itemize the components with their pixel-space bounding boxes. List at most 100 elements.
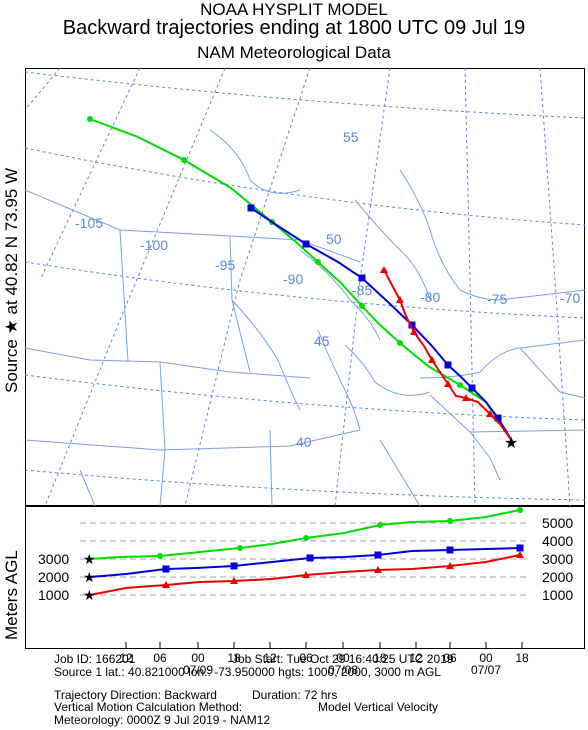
height-2000m-line (89, 547, 521, 578)
trajectory-3000m-marker (315, 259, 321, 265)
vertical-motion-value: Model Vertical Velocity (318, 700, 439, 714)
height-3000m-marker (447, 518, 453, 524)
height-2000m-marker (306, 554, 314, 562)
lon-label: -70 (560, 290, 580, 306)
height-1000m-marker (230, 577, 238, 584)
lon-label: -90 (283, 271, 303, 287)
trajectory-title: Backward trajectories ending at 1800 UTC… (62, 17, 526, 39)
height-1000m-marker (516, 551, 524, 558)
trajectory-1000m-marker (410, 328, 418, 335)
trajectory-1000m-marker (486, 410, 494, 417)
trajectory-2000m-marker (494, 414, 502, 422)
trajectory-2000m-marker (468, 384, 476, 392)
time-date-label: 07/07 (471, 663, 501, 677)
height-2000m-marker (516, 544, 524, 552)
height-3000m-marker (377, 522, 383, 528)
time-hour-label: 06 (443, 651, 457, 665)
height-3000m-marker (237, 545, 243, 551)
time-hour-label: 12 (119, 651, 133, 665)
source-star-height: ★ (83, 569, 96, 585)
lat-label: 55 (343, 129, 359, 145)
borders (25, 129, 585, 506)
map-background: 55 50 45 40 -105 -100 -95 -90 -85 -80 -7… (25, 68, 585, 506)
height-1000m-marker (374, 566, 382, 573)
time-hour-label: 12 (263, 651, 277, 665)
trajectory-2000m-marker (302, 240, 310, 248)
time-date-label: 07/09 (183, 663, 213, 677)
height-1000m-marker (446, 562, 454, 569)
height-tick-right: 2000 (542, 569, 573, 585)
time-hour-label: 18 (227, 651, 241, 665)
source-info: Source 1 lat.: 40.821000 lon.: -73.95000… (54, 665, 441, 679)
lon-label: -85 (352, 282, 372, 298)
height-1000m-marker (302, 571, 310, 578)
height-2000m-marker (230, 562, 238, 570)
time-hour-label: 18 (515, 651, 529, 665)
meteorology-title: NAM Meteorological Data (197, 43, 391, 62)
height-tick-right: 3000 (542, 551, 573, 567)
trajectory-3000m-marker (359, 303, 365, 309)
trajectory-2000m-marker (408, 321, 416, 329)
vertical-motion-method: Vertical Motion Calculation Method: (54, 700, 243, 714)
height-3000m-marker (303, 535, 309, 541)
lon-label: -80 (420, 289, 440, 305)
trajectory-1000m-marker (396, 296, 404, 303)
time-hour-label: 00 (191, 651, 205, 665)
trajectory-3000m-marker (457, 382, 463, 388)
model-title: NOAA HYSPLIT MODEL (200, 0, 388, 19)
trajectory-direction: Trajectory Direction: Backward (54, 688, 217, 702)
height-tick-right: 4000 (542, 533, 573, 549)
height-panel-frame (25, 506, 585, 649)
job-start: Job Start: Tue Oct 29 16:40:25 UTC 2019 (232, 652, 454, 666)
height-1000m-marker (162, 581, 170, 588)
height-tick-right: 5000 (542, 515, 573, 531)
trajectory-2000m-marker (247, 204, 255, 212)
trajectory-2000m-line (250, 207, 513, 442)
height-2000m-marker (446, 546, 454, 554)
height-3000m-line (89, 509, 521, 560)
time-hour-label: 06 (153, 651, 167, 665)
height-2000m-marker (374, 551, 382, 559)
trajectory-3000m-line (89, 118, 513, 442)
time-axis: 12 06 00 18 12 06 00 18 12 06 00 18 07/09 07/08 07/07 (119, 642, 529, 677)
map-frame (25, 68, 585, 506)
time-date-label: 07/08 (328, 663, 358, 677)
longitude-lines (25, 68, 571, 506)
height-2000m-marker (162, 565, 170, 573)
height-panel: ★ ★ ★ (80, 507, 530, 603)
trajectory-2000m-marker (444, 361, 452, 369)
trajectory-3000m-marker (87, 116, 93, 122)
source-star-height: ★ (83, 551, 96, 567)
trajectory-3000m-marker (397, 340, 403, 346)
height-3000m-marker (157, 553, 163, 559)
time-hour-label: 00 (479, 651, 493, 665)
height-tick-left: 2000 (38, 569, 69, 585)
source-star: ★ (504, 435, 518, 452)
trajectory-3000m-marker (181, 157, 187, 163)
time-hour-label: 06 (299, 651, 313, 665)
job-id: Job ID: 166201 (54, 652, 136, 666)
duration: Duration: 72 hrs (252, 688, 338, 702)
meteorology-info: Meteorology: 0000Z 9 Jul 2019 - NAM12 (54, 713, 271, 727)
lon-label: -75 (487, 291, 507, 307)
lon-label: -105 (75, 215, 103, 231)
height-tick-left: 1000 (38, 587, 69, 603)
trajectory-1000m-marker (462, 394, 470, 401)
trajectory-layer: ★ (87, 116, 518, 452)
trajectory-1000m-line (383, 269, 513, 442)
height-tick-left: 3000 (38, 551, 69, 567)
height-3000m-marker (517, 507, 523, 513)
trajectory-1000m-marker (428, 356, 436, 363)
lat-label: 50 (326, 231, 342, 247)
trajectory-1000m-marker (444, 380, 452, 387)
source-star-height: ★ (83, 587, 96, 603)
time-hour-label: 12 (409, 651, 423, 665)
height-tick-right: 1000 (542, 587, 573, 603)
time-hour-label: 18 (373, 651, 387, 665)
lat-label: 45 (314, 333, 330, 349)
lon-label: -95 (215, 257, 235, 273)
trajectory-2000m-marker (358, 274, 366, 282)
lon-label: -100 (140, 237, 168, 253)
lat-label: 40 (296, 434, 312, 450)
